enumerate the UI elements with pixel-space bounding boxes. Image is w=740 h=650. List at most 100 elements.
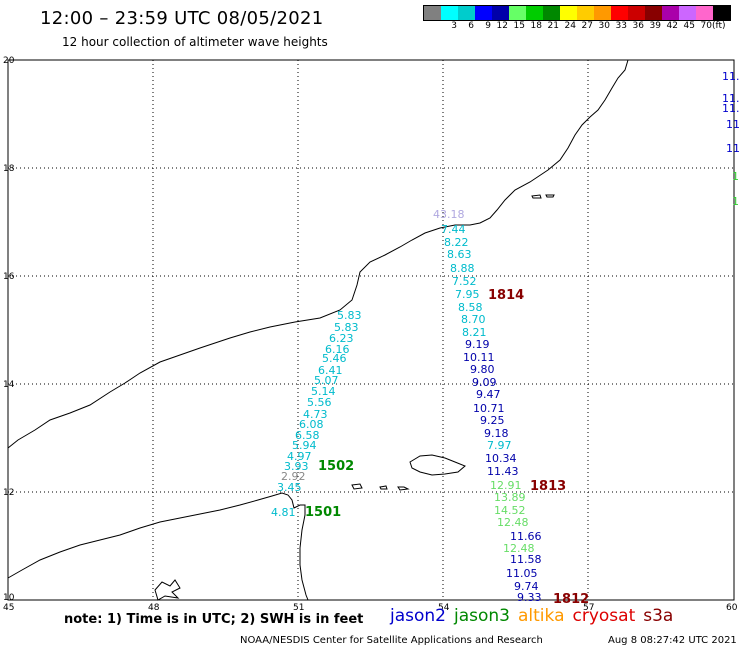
island-small-3: [397, 486, 410, 491]
wave-height-label: 9.33: [517, 591, 542, 604]
edge-label: 11.: [722, 70, 740, 83]
legend-label: 33: [615, 21, 627, 31]
time-1812: 1812: [553, 592, 589, 607]
wave-height-label: 8.22: [444, 236, 469, 249]
wave-height-label: 10.71: [473, 402, 505, 415]
satellite-legend: jason2 jason3 altika cryosat s3a: [390, 606, 673, 626]
wave-height-label: 12.48: [497, 516, 529, 529]
legend-swatch: [594, 6, 611, 20]
edge-label: 11.: [722, 102, 740, 115]
wave-height-label: 7.97: [487, 439, 512, 452]
wave-height-label: 5.83: [337, 309, 362, 322]
wave-height-label: 6.08: [299, 418, 324, 431]
wave-height-label: 2.92: [281, 470, 306, 483]
legend-label: 18: [530, 21, 542, 31]
footer-credit: NOAA/NESDIS Center for Satellite Applica…: [240, 635, 543, 646]
wave-height-label: 9.18: [484, 427, 509, 440]
wave-height-label: 12.48: [503, 542, 535, 555]
wave-height-label: 11.43: [487, 465, 519, 478]
legend-swatch: [713, 6, 730, 20]
legend-label: 36: [632, 21, 644, 31]
footer-timestamp: Aug 8 08:27:42 UTC 2021: [608, 635, 737, 646]
legend-swatch: [492, 6, 509, 20]
legend-swatch: [645, 6, 662, 20]
legend-swatch: [526, 6, 543, 20]
legend-swatch: [475, 6, 492, 20]
island-small-2: [379, 485, 388, 490]
wave-height-label: 12.91: [490, 479, 522, 492]
wave-height-label: 7.52: [452, 275, 477, 288]
coastline-arabia: [7, 59, 629, 449]
legend-swatch: [424, 6, 441, 20]
wave-height-label: 9.09: [472, 376, 497, 389]
time-1814: 1814: [488, 288, 524, 303]
wave-height-label: 4.73: [303, 408, 328, 421]
legend-swatch: [509, 6, 526, 20]
legend-label: 12: [496, 21, 508, 31]
gridlines: [8, 60, 734, 600]
color-legend: [423, 5, 731, 21]
wave-height-label: 8.70: [461, 313, 486, 326]
wave-height-label: 7.95: [455, 288, 480, 301]
legend-swatch: [543, 6, 560, 20]
wave-height-label: 5.07: [314, 374, 339, 387]
island-socotra: [409, 454, 466, 476]
edge-label: 11.: [726, 142, 740, 155]
lon-label: 60: [726, 603, 738, 613]
footnote: note: 1) Time is in UTC; 2) SWH is in fe…: [64, 612, 364, 627]
legend-label: 42: [666, 21, 678, 31]
satellite-altika: altika: [518, 606, 565, 626]
wave-height-label: 5.56: [307, 396, 332, 409]
wave-height-label: 9.47: [476, 388, 501, 401]
wave-height-label: 7.44: [441, 223, 466, 236]
legend-label: 3: [451, 21, 457, 31]
chart-title: 12:00 – 23:59 UTC 08/05/2021: [40, 8, 324, 29]
wave-height-label: 3.93: [284, 460, 309, 473]
legend-label: 9: [485, 21, 491, 31]
lat-label: 10: [3, 593, 15, 603]
lat-label: 16: [3, 272, 15, 282]
edge-label: 11.: [722, 92, 740, 105]
legend-label: 30: [598, 21, 610, 31]
edge-labels: 11. 11. 11. 11. 11. 1 1: [722, 70, 740, 208]
time-1501: 1501: [305, 505, 341, 520]
wave-height-label: 10.34: [485, 452, 517, 465]
wave-height-label: 9.80: [470, 363, 495, 376]
legend-unit: (ft): [712, 21, 726, 31]
chart-subtitle: 12 hour collection of altimeter wave hei…: [62, 35, 328, 49]
legend-swatch: [662, 6, 679, 20]
map-frame: [7, 59, 735, 601]
wave-height-label: 6.23: [329, 332, 354, 345]
legend-label: 6: [468, 21, 474, 31]
wave-height-label: 3.45: [277, 481, 302, 494]
legend-swatch: [441, 6, 458, 20]
wave-height-label: 9.19: [465, 338, 490, 351]
wave-height-label: 6.41: [318, 364, 343, 377]
time-1502: 1502: [318, 459, 354, 474]
lon-label: 45: [3, 603, 14, 613]
wave-height-label: 4.81: [271, 506, 296, 519]
legend-swatch: [458, 6, 475, 20]
lat-label: 14: [3, 380, 15, 390]
legend-swatch: [628, 6, 645, 20]
legend-swatch: [611, 6, 628, 20]
legend-labels: 3 6 9 12 15 18 21 24 27 30 33 36 39 42 45 70: [423, 21, 712, 31]
legend-label: 27: [581, 21, 593, 31]
axis-labels: 45 48 51 54 57 60 10 12 14 16 18 20: [3, 56, 738, 613]
wave-height-label: 14.52: [494, 504, 526, 517]
wave-height-label: 9.25: [480, 414, 505, 427]
time-1813: 1813: [530, 479, 566, 494]
satellite-jason3: jason3: [454, 606, 510, 626]
wave-height-label: 11.66: [510, 530, 542, 543]
lon-label: 48: [148, 603, 160, 613]
wave-height-label: 11.05: [506, 567, 538, 580]
coastline-africa: [7, 492, 309, 601]
wave-height-label: 5.83: [334, 321, 359, 334]
legend-swatch: [560, 6, 577, 20]
lon-label: 57: [583, 603, 594, 613]
wave-height-label: 8.58: [458, 301, 483, 314]
satellite-cryosat: cryosat: [572, 606, 636, 626]
legend-label: 24: [564, 21, 576, 31]
time-markers: 1814 1813 1812 1502 1501: [305, 288, 589, 607]
